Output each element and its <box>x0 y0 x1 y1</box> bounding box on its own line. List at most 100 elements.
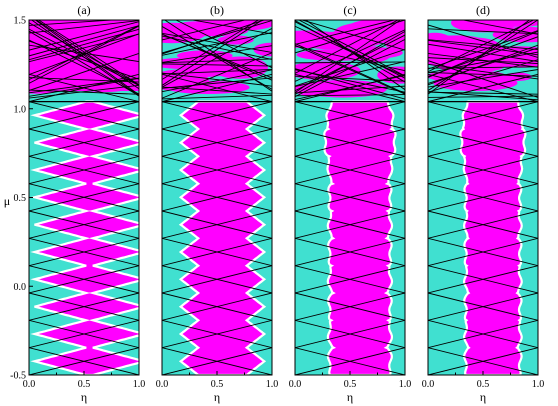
level-line <box>295 75 405 82</box>
level-line <box>428 95 538 98</box>
level-line <box>29 52 139 91</box>
level-line <box>295 43 405 94</box>
level-line <box>295 20 397 45</box>
x-tick-label: 0.0 <box>289 379 302 390</box>
x-tick-label: 0.5 <box>78 379 91 390</box>
level-line <box>162 77 272 89</box>
level-line <box>295 319 405 349</box>
level-line <box>162 210 272 239</box>
level-line <box>428 51 538 74</box>
level-line <box>428 91 538 101</box>
level-line <box>295 44 405 95</box>
level-line <box>162 35 272 60</box>
level-line <box>428 128 538 157</box>
level-line <box>29 155 139 185</box>
level-line <box>428 20 538 91</box>
level-line <box>295 237 405 267</box>
plot-area <box>428 20 538 375</box>
panel-label: (b) <box>210 3 224 17</box>
level-line <box>162 73 272 103</box>
level-line <box>428 69 538 88</box>
level-line <box>29 30 139 97</box>
x-tick-label: 1.0 <box>399 379 412 390</box>
level-line <box>428 71 538 77</box>
level-line <box>295 29 405 82</box>
y-tick-label: 0.0 <box>14 282 27 293</box>
level-line <box>295 183 405 212</box>
x-axis-label: η <box>81 390 87 404</box>
x-axis-label: η <box>214 390 220 404</box>
level-line <box>175 20 272 69</box>
level-line <box>162 319 272 349</box>
level-line <box>295 61 405 88</box>
x-tick-label: 0.5 <box>477 379 490 390</box>
level-line <box>428 30 538 78</box>
level-line <box>300 20 405 51</box>
level-line <box>295 73 405 103</box>
level-line <box>428 210 538 239</box>
level-line <box>162 292 272 321</box>
level-line <box>295 210 405 239</box>
panel-3: 0.0 0.5 1.0 (c) η <box>289 3 412 404</box>
level-line <box>162 58 272 64</box>
level-line <box>29 84 139 99</box>
x-tick-label: 1.0 <box>266 379 279 390</box>
panel-label: (a) <box>77 3 90 17</box>
level-line <box>428 39 538 56</box>
level-line <box>295 265 405 294</box>
level-line <box>162 45 272 63</box>
level-line <box>29 292 139 321</box>
level-line <box>428 43 538 62</box>
level-line <box>428 101 538 130</box>
level-line <box>428 237 538 267</box>
panel-label: (d) <box>476 3 490 17</box>
level-line <box>29 89 139 95</box>
level-line <box>162 69 272 75</box>
level-line <box>29 21 139 51</box>
level-line <box>162 155 272 185</box>
level-line <box>295 45 405 72</box>
fill-blob <box>433 74 518 91</box>
panel-1: 0.0 0.5 1.0-0.50.00.51.01.5(a)η <box>10 3 145 404</box>
plot-area <box>29 20 139 375</box>
level-line <box>29 44 139 62</box>
level-line <box>428 91 538 95</box>
plot-area <box>295 20 405 375</box>
level-line <box>428 319 538 349</box>
level-line <box>428 183 538 212</box>
level-line <box>29 319 139 349</box>
level-line <box>428 57 538 65</box>
level-line <box>162 265 272 294</box>
y-axis-title: μ <box>4 194 10 208</box>
panel-label: (c) <box>343 3 356 17</box>
x-tick-label: 0.0 <box>156 379 169 390</box>
level-line <box>29 20 119 26</box>
level-lines <box>428 20 538 375</box>
level-line <box>295 155 405 185</box>
level-line <box>295 20 399 74</box>
level-line <box>295 20 405 83</box>
x-tick-label: 0.5 <box>344 379 357 390</box>
level-line <box>162 32 272 53</box>
level-line <box>29 237 139 267</box>
level-line <box>461 20 538 35</box>
x-tick-label: 0.0 <box>422 379 435 390</box>
panel-4: 0.0 0.5 1.0 (d) η <box>422 3 545 404</box>
level-line <box>428 292 538 321</box>
y-tick-label: -0.5 <box>10 371 26 382</box>
level-line <box>29 28 139 86</box>
level-line <box>295 128 405 157</box>
x-axis-label: η <box>480 390 486 404</box>
level-line <box>295 101 405 130</box>
level-line <box>428 39 538 51</box>
level-line <box>162 101 272 130</box>
upper-region-fill <box>29 20 139 94</box>
level-line <box>29 210 139 239</box>
level-line <box>162 52 272 99</box>
level-line <box>29 20 139 34</box>
y-tick-label: 1.5 <box>14 16 27 27</box>
x-tick-label: 0.0 <box>23 379 36 390</box>
level-lines <box>295 20 405 375</box>
level-lines <box>162 20 272 375</box>
x-tick-label: 1.0 <box>532 379 545 390</box>
